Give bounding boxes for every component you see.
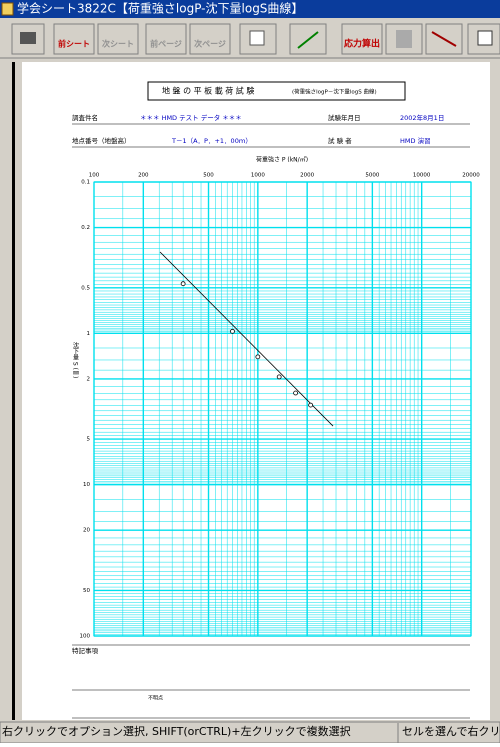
x-tick-label: 20000 xyxy=(462,173,480,179)
toolbar-button-label: 前ページ xyxy=(150,39,182,49)
y-tick-label: 100 xyxy=(80,634,91,640)
data-point xyxy=(230,328,235,334)
x-tick-label: 2000 xyxy=(300,173,314,179)
line-icon xyxy=(431,31,457,47)
toolbar-button[interactable] xyxy=(53,23,95,55)
data-point xyxy=(255,354,261,360)
toolbar-button-label: 次シート xyxy=(102,39,134,49)
x-tick-label: 1000 xyxy=(251,173,265,179)
title-box xyxy=(147,81,406,101)
window-title: 学会シート3822C【荷重強さlogP-沈下量logS曲線】 xyxy=(17,1,303,16)
x-tick-label: 5000 xyxy=(365,173,379,179)
field-label: 試験年月日 xyxy=(328,113,361,122)
graph-icon xyxy=(297,31,319,49)
plot-frame xyxy=(93,181,472,637)
field-value: HMD 演習 xyxy=(400,136,431,145)
x-tick-label: 500 xyxy=(203,173,214,179)
grid-icon xyxy=(396,30,412,48)
x-axis-label: 荷重強さ P (kN/㎡) xyxy=(256,156,308,164)
field-value: ＊＊＊ HMD テスト データ ＊＊＊ xyxy=(140,113,242,122)
y-tick-label: 1 xyxy=(87,331,91,337)
data-point xyxy=(293,390,298,396)
remarks-label: 特記事項 xyxy=(72,646,99,655)
data-point xyxy=(308,402,314,408)
field-value: T－1（A．P．+1．00ｍ） xyxy=(171,137,252,145)
print-icon xyxy=(20,32,36,44)
y-tick-label: 50 xyxy=(83,588,90,594)
toolbar-button[interactable] xyxy=(145,23,187,55)
y-tick-label: 5 xyxy=(87,437,91,443)
toolbar: 前シート 次シート 前ページ 次ページ 応力算出 xyxy=(53,23,383,55)
y-axis-label: 沈下量 S (㎜) xyxy=(72,341,79,378)
toolbar-button[interactable] xyxy=(341,23,383,55)
footnote: 不明点 xyxy=(148,696,163,702)
status-left: 右クリックでオプション選択, SHIFT(orCTRL)+左クリックで複数選択 xyxy=(2,724,351,738)
settings-icon xyxy=(477,30,493,46)
y-tick-label: 10 xyxy=(83,482,90,488)
y-tick-label: 0.2 xyxy=(81,225,90,231)
fit-line xyxy=(159,251,334,427)
x-tick-label: 200 xyxy=(138,173,149,179)
toolbar-button-label: 次ページ xyxy=(194,39,226,49)
y-tick-label: 0.1 xyxy=(81,180,90,186)
app-icon xyxy=(1,2,14,16)
plot: 100 200 500 1000 2000 5000 10000 20000 0.1 0.2 0.5… xyxy=(80,173,481,640)
toolbar-button[interactable] xyxy=(97,23,139,55)
toolbar-button-label: 応力算出 xyxy=(344,38,380,50)
page-edge xyxy=(12,62,15,720)
x-tick-label: 100 xyxy=(89,173,100,179)
data-point xyxy=(180,281,186,287)
sheet-subtitle: (荷重強さlogP－沈下量logS 曲線) xyxy=(292,88,377,96)
sheet-title: 地 盤 の 平 板 載 荷 試 験 xyxy=(162,86,254,96)
x-tick-label: 10000 xyxy=(413,173,431,179)
copy-icon xyxy=(249,30,265,46)
field-value: 2002年8月1日 xyxy=(400,113,444,122)
field-label: 試 験 者 xyxy=(328,136,352,145)
status-right: セルを選んで右クリック xyxy=(402,724,500,738)
field-label: 地点番号（地盤高） xyxy=(72,136,131,145)
y-tick-label: 2 xyxy=(87,376,91,382)
field-label: 調査件名 xyxy=(72,113,98,122)
title-bar xyxy=(0,0,500,18)
toolbar-button-label: 前シート xyxy=(58,39,90,49)
data-point xyxy=(276,374,282,380)
toolbar-button[interactable] xyxy=(189,23,231,55)
y-tick-label: 0.5 xyxy=(81,285,90,291)
y-tick-label: 20 xyxy=(83,528,90,534)
